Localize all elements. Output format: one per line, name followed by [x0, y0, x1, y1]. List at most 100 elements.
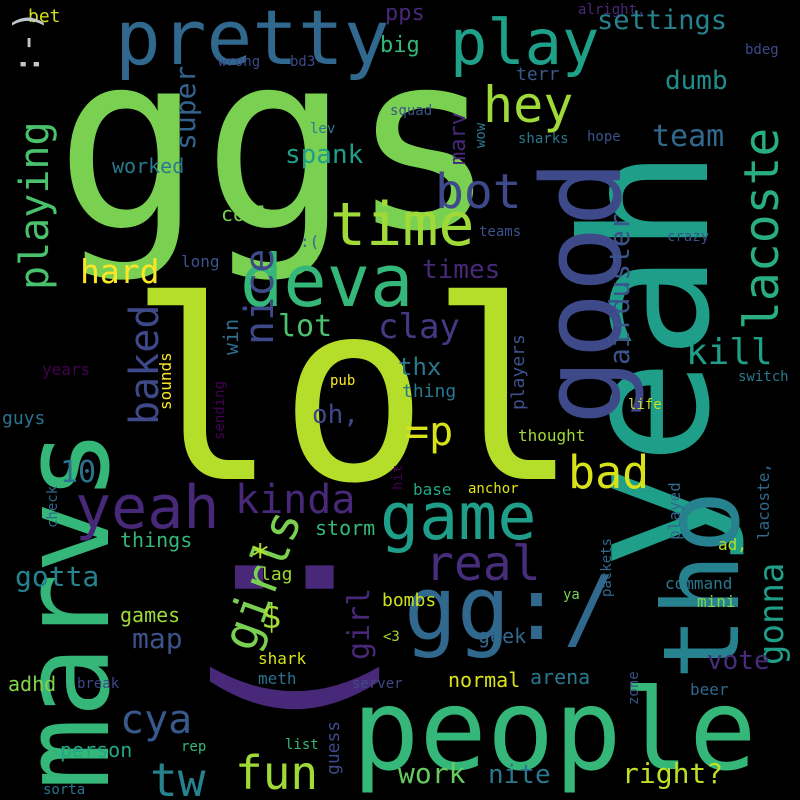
word: lacoste: [734, 127, 790, 330]
word: =p: [405, 409, 454, 455]
word: beer: [690, 680, 729, 699]
word: alright,: [578, 2, 646, 18]
word: normal: [448, 668, 521, 692]
word: sounds: [156, 352, 175, 410]
word: adhd: [8, 672, 57, 696]
word: break: [77, 676, 120, 692]
word: base: [413, 480, 452, 499]
word: spank: [285, 140, 364, 170]
word: marv: [446, 112, 471, 165]
word: pretty: [115, 0, 390, 82]
word: sending: [212, 380, 228, 440]
word: teams: [479, 224, 522, 240]
word: pps: [385, 1, 425, 26]
word: vote: [707, 646, 770, 676]
word: long: [181, 252, 220, 271]
word: hey: [483, 76, 574, 134]
word: arena: [530, 665, 591, 689]
word: oh,: [312, 400, 359, 430]
word: bdeg: [745, 42, 779, 58]
word: players: [508, 334, 529, 410]
word: game: [380, 480, 537, 555]
word: command: [665, 574, 733, 593]
word: fun: [235, 746, 319, 800]
word: super: [169, 65, 202, 150]
word: crazy: [667, 229, 710, 245]
word: thx: [398, 353, 442, 381]
word: hard: [80, 252, 160, 291]
word: yeah: [75, 473, 220, 543]
word: <3: [383, 629, 400, 645]
word: hope: [587, 129, 621, 145]
word: nice: [237, 248, 283, 345]
word: gotta: [15, 560, 100, 593]
word: lacoste,: [754, 462, 773, 540]
word: thought: [518, 426, 586, 445]
word: cool: [221, 202, 270, 226]
word: tw: [150, 753, 206, 800]
word: :-): [7, 9, 48, 75]
word: map: [132, 622, 183, 655]
word: bd3: [290, 54, 316, 70]
word: storm: [315, 516, 376, 540]
word: years: [42, 360, 91, 379]
word: anchor: [468, 481, 519, 497]
word: games: [120, 603, 181, 627]
word: ggs: [55, 0, 498, 285]
word: life: [628, 397, 662, 413]
word: zone: [626, 671, 642, 705]
word: packets: [599, 537, 615, 597]
word: deva: [240, 239, 414, 323]
word: bot: [435, 164, 522, 220]
word: thing: [402, 381, 457, 402]
word: things: [120, 528, 193, 552]
word: girl: [342, 587, 377, 660]
word: shark: [258, 649, 307, 668]
word: ad,: [718, 535, 747, 554]
word: wrong: [218, 54, 261, 70]
word: :(: [300, 232, 320, 251]
word: gg:/: [404, 557, 616, 660]
word: kinda: [235, 477, 356, 523]
word: guess: [323, 720, 344, 775]
word: *: [250, 537, 271, 577]
word: time: [330, 190, 475, 260]
word: terr: [516, 64, 560, 85]
word: meth: [258, 669, 297, 688]
word: dumb: [665, 66, 728, 96]
word: win: [219, 318, 243, 355]
word: hit: [390, 464, 406, 490]
word: guys: [2, 408, 46, 429]
word: list: [285, 737, 319, 753]
word: sorta: [43, 782, 86, 798]
word: squad: [390, 103, 433, 119]
word: clay: [378, 307, 460, 347]
word: nite: [488, 760, 551, 790]
word: check: [45, 485, 61, 528]
word: 10: [60, 455, 97, 490]
word: times: [422, 255, 501, 285]
word: mini: [697, 592, 736, 611]
word: switch: [738, 369, 789, 385]
word: big: [380, 33, 420, 58]
word: geek: [478, 624, 527, 648]
word: work: [398, 757, 466, 790]
word: playing: [12, 121, 58, 290]
word: people: [352, 666, 757, 796]
word: sharks: [518, 131, 569, 147]
word: lag: [260, 564, 293, 585]
word: play: [450, 6, 600, 79]
word: lot: [278, 309, 333, 344]
word: server: [352, 676, 403, 692]
word: cya: [120, 697, 193, 743]
word: right?: [622, 757, 724, 790]
word: lev: [310, 121, 336, 137]
word: lol: [128, 247, 580, 538]
word: rep: [181, 739, 207, 755]
word: person: [60, 738, 133, 762]
word: ya: [563, 587, 580, 603]
word: bet: [28, 6, 61, 27]
word: $: [261, 597, 282, 637]
word: real: [425, 536, 541, 592]
